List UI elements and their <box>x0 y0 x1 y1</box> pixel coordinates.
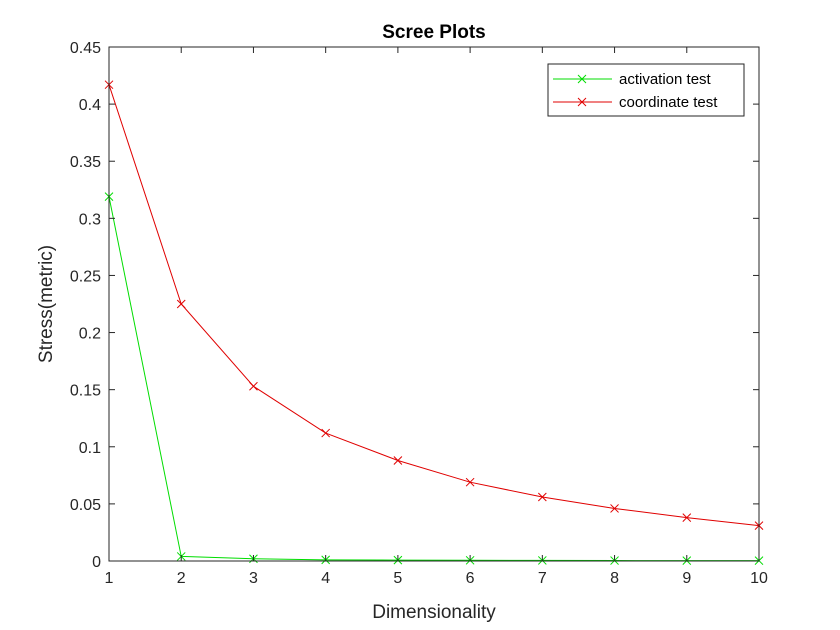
y-tick-label: 0.3 <box>79 211 101 228</box>
legend-swatch-marker <box>577 74 587 84</box>
legend-box <box>547 63 745 117</box>
legend-entry-coordinate-test: coordinate test <box>553 94 718 111</box>
y-tick-label: 0 <box>92 554 101 571</box>
y-tick-label: 0.35 <box>70 154 101 171</box>
y-axis-label: Stress(metric) <box>36 245 57 363</box>
x-tick-label: 1 <box>105 570 114 587</box>
axes-layer: 1 2 3 4 5 6 7 8 9 10 0 0.05 0.1 0.15 0.2 0.25 0.3 0.35 0.4… <box>70 40 768 587</box>
y-tick-label: 0.15 <box>70 383 101 400</box>
y-tick-label: 0.2 <box>79 326 101 343</box>
legend-swatch-marker <box>577 97 587 107</box>
x-axis-label: Dimensionality <box>372 602 496 623</box>
x-tick-label: 10 <box>750 570 768 587</box>
x-tick-label: 9 <box>682 570 691 587</box>
data-point-coordinate-test <box>465 477 475 487</box>
data-point-coordinate-test <box>393 456 403 465</box>
data-point-coordinate-test <box>610 504 619 513</box>
y-tick-label: 0.05 <box>70 497 101 514</box>
plot-frame <box>108 46 760 562</box>
x-tick-label: 7 <box>538 570 547 587</box>
x-tick-label: 8 <box>610 570 619 587</box>
y-tick-label: 0.25 <box>70 268 101 285</box>
plot-area <box>109 47 759 561</box>
data-point-coordinate-test <box>537 492 547 502</box>
data-point-coordinate-test <box>321 428 331 438</box>
legend: activation test coordinate test <box>547 63 745 117</box>
x-tick-label: 6 <box>466 570 475 587</box>
data-point-coordinate-test <box>176 299 186 309</box>
legend-label: activation test <box>619 71 712 88</box>
legend-entries: activation test coordinate test <box>553 71 718 111</box>
x-tick-label: 4 <box>321 570 330 587</box>
y-tick-label: 0.4 <box>79 97 101 114</box>
chart-title: Scree Plots <box>382 22 486 43</box>
legend-label: coordinate test <box>619 94 718 111</box>
data-point-coordinate-test <box>249 381 258 391</box>
x-tick-label: 2 <box>177 570 186 587</box>
data-point-coordinate-test <box>682 513 692 522</box>
x-tick-label: 3 <box>249 570 258 587</box>
y-tick-label: 0.45 <box>70 40 101 57</box>
x-tick-label: 5 <box>393 570 402 587</box>
series-line-coordinate-test <box>108 84 760 527</box>
y-tick-label: 0.1 <box>79 440 101 457</box>
legend-entry-activation-test: activation test <box>553 71 712 88</box>
